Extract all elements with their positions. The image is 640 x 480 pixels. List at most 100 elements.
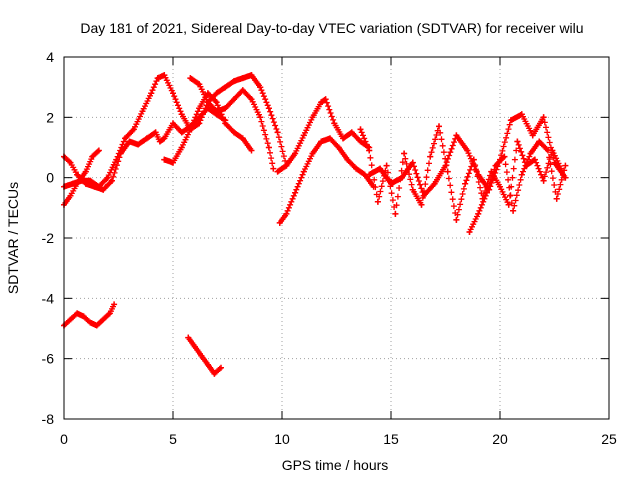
data-point bbox=[420, 192, 427, 199]
data-series bbox=[366, 111, 569, 199]
data-point bbox=[300, 132, 307, 139]
y-tick-label: -8 bbox=[42, 411, 55, 427]
data-point bbox=[353, 165, 360, 172]
data-point bbox=[366, 171, 373, 178]
data-point bbox=[374, 198, 381, 205]
data-point bbox=[154, 75, 161, 82]
data-point bbox=[340, 135, 346, 142]
data-point bbox=[344, 156, 351, 163]
data-point bbox=[126, 138, 133, 145]
data-point bbox=[431, 180, 438, 187]
data-point bbox=[222, 105, 229, 112]
data-point bbox=[265, 144, 272, 151]
data-point bbox=[322, 96, 329, 103]
data-point bbox=[211, 370, 218, 377]
data-point bbox=[178, 129, 185, 136]
data-point bbox=[466, 229, 473, 235]
data-point bbox=[327, 135, 333, 142]
data-point bbox=[283, 162, 290, 169]
data-point bbox=[161, 156, 168, 163]
data-point bbox=[89, 153, 96, 160]
data-point bbox=[309, 114, 316, 121]
data-point bbox=[187, 75, 194, 82]
data-point bbox=[80, 313, 87, 320]
data-point bbox=[213, 99, 220, 106]
data-point bbox=[348, 129, 355, 136]
data-point bbox=[100, 186, 107, 193]
data-point bbox=[366, 147, 373, 154]
data-point bbox=[331, 120, 338, 127]
data-point bbox=[222, 84, 229, 91]
data-point bbox=[178, 111, 185, 118]
data-point bbox=[113, 156, 120, 163]
data-point bbox=[196, 81, 203, 88]
data-point bbox=[191, 343, 198, 350]
data-point bbox=[135, 141, 142, 148]
data-point bbox=[292, 189, 299, 196]
data-point bbox=[418, 201, 425, 208]
series-trace bbox=[366, 111, 568, 199]
data-point bbox=[82, 168, 89, 175]
x-tick-label: 10 bbox=[274, 431, 290, 447]
data-point bbox=[93, 322, 100, 329]
data-point bbox=[231, 129, 237, 136]
data-point bbox=[507, 117, 514, 124]
data-point bbox=[442, 162, 449, 169]
data-point bbox=[67, 192, 74, 199]
data-point bbox=[67, 159, 74, 166]
data-point bbox=[178, 144, 185, 151]
data-point bbox=[292, 150, 299, 157]
data-point bbox=[409, 159, 416, 166]
data-points bbox=[61, 72, 569, 377]
data-point bbox=[377, 165, 384, 172]
data-point bbox=[130, 126, 137, 133]
data-point bbox=[453, 132, 460, 139]
data-point bbox=[74, 180, 81, 187]
data-point bbox=[222, 120, 229, 127]
data-point bbox=[392, 210, 399, 217]
data-point bbox=[475, 171, 482, 178]
data-point bbox=[398, 174, 405, 181]
y-tick-label: 0 bbox=[46, 170, 54, 186]
data-point bbox=[109, 177, 115, 184]
data-point bbox=[510, 207, 517, 214]
data-point bbox=[196, 120, 203, 127]
data-point bbox=[161, 135, 168, 142]
data-point bbox=[95, 183, 102, 190]
data-point bbox=[239, 135, 246, 142]
data-point bbox=[309, 150, 316, 157]
data-point bbox=[148, 90, 155, 97]
x-tick-label: 5 bbox=[169, 431, 177, 447]
data-point bbox=[185, 334, 192, 341]
data-point bbox=[204, 90, 211, 97]
data-point bbox=[505, 201, 512, 208]
data-series bbox=[274, 96, 373, 175]
data-point bbox=[453, 216, 460, 223]
data-point bbox=[170, 90, 176, 97]
data-point bbox=[518, 171, 525, 178]
data-point bbox=[239, 87, 246, 94]
data-point bbox=[464, 147, 471, 154]
chart-title: Day 181 of 2021, Sidereal Day-to-day VTE… bbox=[80, 20, 583, 36]
data-point bbox=[265, 105, 272, 112]
x-tick-label: 15 bbox=[383, 431, 399, 447]
data-point bbox=[104, 174, 111, 181]
data-point bbox=[318, 99, 325, 106]
data-point bbox=[170, 159, 176, 166]
series-trace bbox=[61, 72, 289, 190]
data-point bbox=[276, 219, 283, 226]
tick-labels: 0 5 10 15 20 25 -8 -6 -4 -2 0 2 4 bbox=[42, 49, 617, 447]
data-point bbox=[239, 75, 246, 82]
y-tick-label: -6 bbox=[42, 351, 55, 367]
data-series bbox=[161, 90, 255, 166]
data-point bbox=[514, 138, 521, 145]
data-point bbox=[257, 114, 264, 121]
data-series bbox=[466, 138, 569, 235]
data-point bbox=[87, 319, 94, 326]
data-point bbox=[462, 180, 469, 187]
data-series bbox=[61, 72, 290, 190]
data-point bbox=[111, 301, 118, 308]
data-point bbox=[156, 138, 163, 145]
data-point bbox=[540, 114, 547, 121]
data-point bbox=[283, 210, 290, 217]
